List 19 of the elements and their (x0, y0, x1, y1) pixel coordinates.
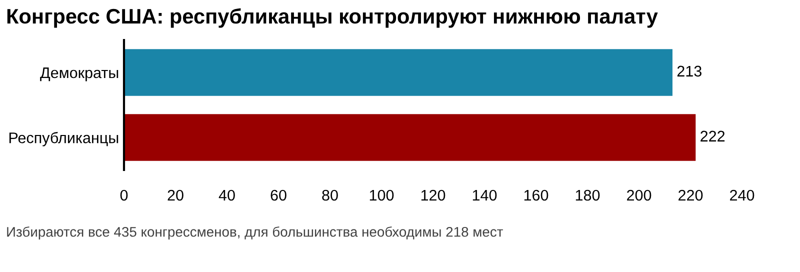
data-label: 222 (700, 130, 725, 142)
data-label: 213 (677, 66, 702, 77)
chart-title: Конгресс США: республиканцы контролируют нижнюю палату (7, 8, 658, 28)
x-tick-label: 20 (168, 190, 184, 201)
x-tick-label: 140 (472, 190, 497, 201)
text: Избираются все 435 конгрессменов, для большинства необходимы 218 мест (7, 226, 503, 240)
x-tick-label: 0 (120, 190, 128, 201)
x-tick-label: 160 (524, 190, 548, 201)
x-tick-label: 40 (218, 190, 235, 201)
x-tick-label: 100 (370, 190, 394, 201)
x-tick-label: 220 (678, 190, 703, 201)
x-tick-label: 180 (576, 190, 600, 201)
x-tick-label: 80 (322, 190, 338, 201)
x-tick-label: 120 (421, 190, 446, 201)
y-tick-label: Республиканцы (9, 132, 118, 146)
x-tick-label: 60 (270, 190, 286, 201)
x-tick-label: 240 (730, 190, 754, 201)
y-tick-label: Демократы (40, 68, 118, 82)
x-tick-label: 200 (627, 190, 652, 201)
